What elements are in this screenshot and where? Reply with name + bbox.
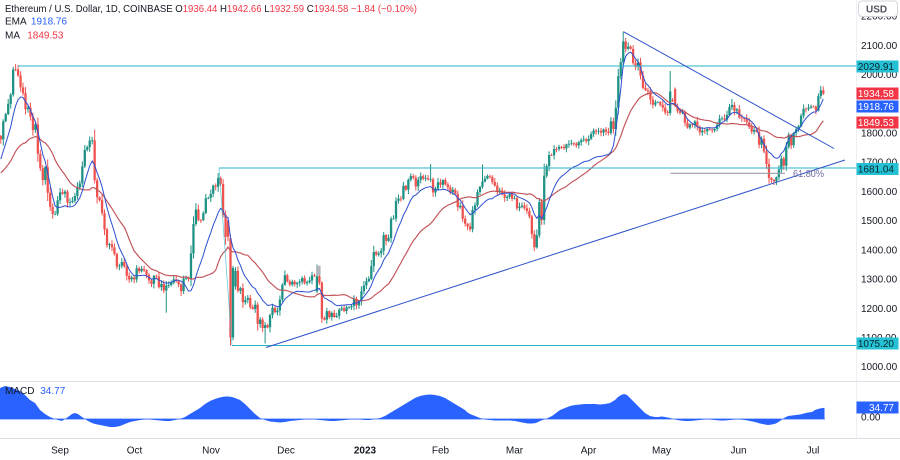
svg-text:Jun: Jun [730, 446, 746, 457]
svg-text:34.77: 34.77 [869, 403, 894, 414]
svg-text:1400.00: 1400.00 [861, 245, 898, 256]
svg-text:1849.53: 1849.53 [858, 118, 895, 129]
svg-text:1500.00: 1500.00 [861, 216, 898, 227]
svg-text:1200.00: 1200.00 [861, 304, 898, 315]
svg-text:2029.91: 2029.91 [858, 62, 895, 73]
svg-text:1918.76: 1918.76 [858, 102, 895, 113]
svg-text:MACD 34.77: MACD 34.77 [5, 386, 66, 397]
svg-text:1075.20: 1075.20 [858, 339, 895, 350]
svg-text:USD: USD [866, 5, 887, 16]
svg-text:MA 1849.53: MA 1849.53 [5, 31, 64, 42]
svg-text:May: May [652, 446, 671, 457]
svg-text:2023: 2023 [354, 446, 377, 457]
svg-text:Feb: Feb [432, 446, 450, 457]
svg-text:2200.00: 2200.00 [861, 12, 898, 23]
svg-text:Oct: Oct [127, 446, 143, 457]
svg-text:1934.58: 1934.58 [858, 89, 895, 100]
svg-text:2000.00: 2000.00 [861, 70, 898, 81]
svg-text:Nov: Nov [202, 446, 220, 457]
svg-text:1800.00: 1800.00 [861, 129, 898, 140]
svg-text:2100.00: 2100.00 [861, 41, 898, 52]
svg-text:Jul: Jul [807, 446, 820, 457]
svg-text:EMA 1918.76: EMA 1918.76 [5, 17, 67, 28]
svg-text:1600.00: 1600.00 [861, 187, 898, 198]
svg-text:Sep: Sep [51, 446, 69, 457]
svg-text:1681.04: 1681.04 [858, 165, 895, 176]
svg-text:0.00: 0.00 [861, 413, 881, 424]
svg-text:61.80%: 61.80% [793, 169, 824, 180]
svg-text:Ethereum / U.S. Dollar, 1D, CO: Ethereum / U.S. Dollar, 1D, COINBASE O19… [5, 4, 417, 15]
svg-text:Mar: Mar [506, 446, 524, 457]
svg-text:1000.00: 1000.00 [861, 362, 898, 373]
svg-text:Apr: Apr [581, 446, 597, 457]
svg-text:Dec: Dec [277, 446, 295, 457]
svg-text:1300.00: 1300.00 [861, 275, 898, 286]
